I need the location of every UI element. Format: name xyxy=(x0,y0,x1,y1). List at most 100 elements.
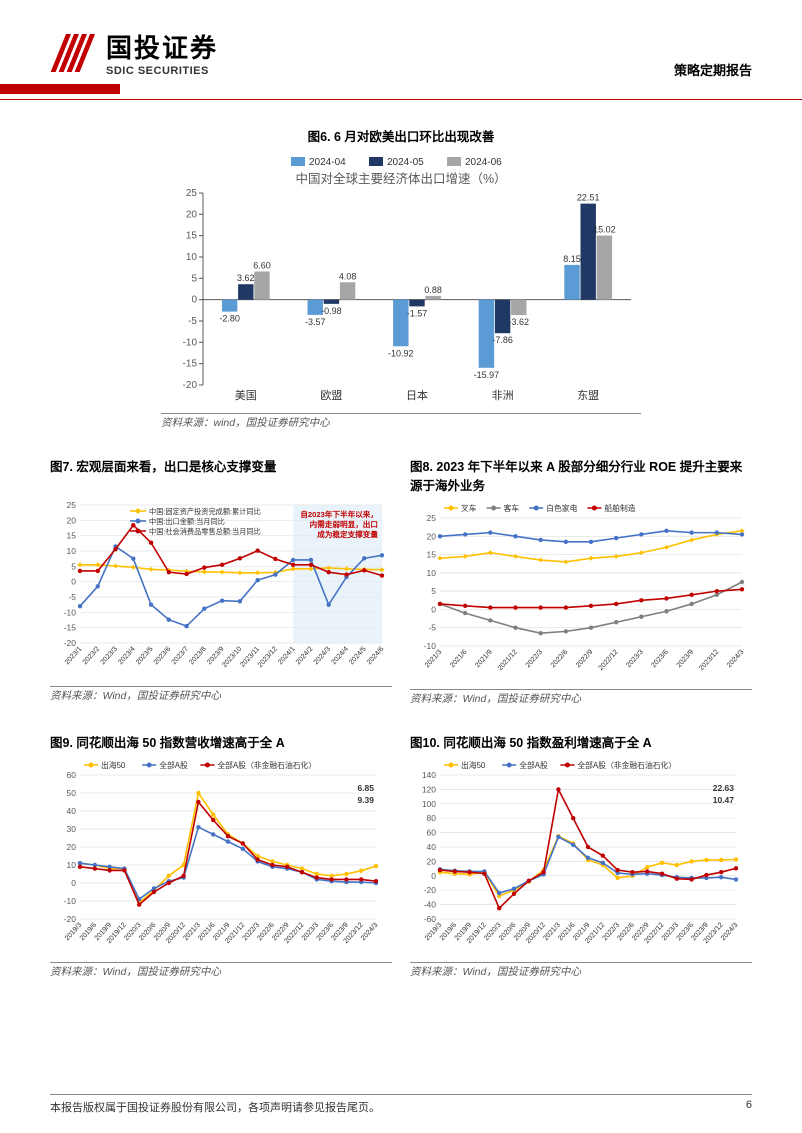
svg-text:美国: 美国 xyxy=(235,389,257,402)
svg-text:6.60: 6.60 xyxy=(253,261,271,271)
svg-text:2021/3: 2021/3 xyxy=(424,649,444,670)
svg-text:15: 15 xyxy=(186,231,198,242)
svg-text:22.63: 22.63 xyxy=(713,783,735,793)
svg-text:-0.98: -0.98 xyxy=(321,306,342,316)
svg-text:2023/7: 2023/7 xyxy=(171,646,191,667)
svg-text:15: 15 xyxy=(427,550,437,560)
svg-text:中国对全球主要经济体出口增速（%）: 中国对全球主要经济体出口增速（%） xyxy=(295,171,506,186)
svg-text:2023/6: 2023/6 xyxy=(650,649,670,670)
svg-text:全部A股: 全部A股 xyxy=(519,760,548,770)
svg-text:2023/3: 2023/3 xyxy=(625,649,645,670)
svg-text:50: 50 xyxy=(67,788,77,798)
svg-text:-15: -15 xyxy=(183,359,198,370)
svg-text:-5: -5 xyxy=(428,623,436,633)
svg-text:-10: -10 xyxy=(183,337,198,348)
svg-text:2024/4: 2024/4 xyxy=(330,646,350,667)
svg-text:叉车: 叉车 xyxy=(461,503,477,513)
svg-text:0: 0 xyxy=(191,295,197,306)
svg-text:出海50: 出海50 xyxy=(461,760,486,770)
svg-text:10: 10 xyxy=(67,546,77,556)
svg-text:5: 5 xyxy=(71,561,76,571)
svg-text:60: 60 xyxy=(427,828,437,838)
svg-text:140: 140 xyxy=(422,770,436,780)
fig6-source: 资料来源：wind，国投证券研究中心 xyxy=(161,413,641,430)
fig9-title: 图9. 同花顺出海 50 指数营收增速高于全 A xyxy=(50,732,392,751)
fig6-chart: 2024-042024-052024-06中国对全球主要经济体出口增速（%）-2… xyxy=(50,151,752,411)
svg-text:船舶制造: 船舶制造 xyxy=(604,503,635,513)
svg-text:2024/3: 2024/3 xyxy=(360,922,380,943)
fig10-source: 资料来源：Wind，国投证券研究中心 xyxy=(410,962,752,979)
content-area: 图6. 6 月对欧美出口环比出现改善 2024-042024-052024-06… xyxy=(0,100,802,979)
svg-text:2022/12: 2022/12 xyxy=(598,649,620,673)
page-footer: 本报告版权属于国投证券股份有限公司，各项声明请参见报告尾页。 6 xyxy=(50,1094,752,1115)
svg-text:白色家电: 白色家电 xyxy=(546,503,577,513)
svg-text:2023/12: 2023/12 xyxy=(698,649,720,673)
svg-text:2023/12: 2023/12 xyxy=(257,646,279,670)
svg-text:全部A股（非金融石油石化）: 全部A股（非金融石油石化） xyxy=(577,760,676,770)
svg-text:8.15: 8.15 xyxy=(563,254,581,264)
svg-text:-20: -20 xyxy=(183,380,198,391)
svg-text:5: 5 xyxy=(431,586,436,596)
svg-text:10.47: 10.47 xyxy=(713,795,735,805)
svg-text:2023/1: 2023/1 xyxy=(64,646,84,667)
svg-text:-40: -40 xyxy=(424,900,437,910)
svg-text:-60: -60 xyxy=(424,914,437,924)
svg-text:120: 120 xyxy=(422,784,436,794)
report-type: 策略定期报告 xyxy=(674,60,752,79)
page-number: 6 xyxy=(746,1099,752,1115)
svg-text:0: 0 xyxy=(431,604,436,614)
svg-text:2024/3: 2024/3 xyxy=(726,649,746,670)
fig8-chart: -10-50510152025叉车客车白色家电船舶制造2021/32021/62… xyxy=(410,500,752,687)
svg-text:2021/9: 2021/9 xyxy=(474,649,494,670)
svg-text:2022/6: 2022/6 xyxy=(550,649,570,670)
svg-text:2024/6: 2024/6 xyxy=(366,646,386,667)
svg-text:出海50: 出海50 xyxy=(101,760,126,770)
svg-text:2021/12: 2021/12 xyxy=(497,649,519,673)
svg-text:全部A股: 全部A股 xyxy=(159,760,188,770)
svg-text:6.85: 6.85 xyxy=(357,783,374,793)
svg-text:中国:固定资产投资完成额:累计同比: 中国:固定资产投资完成额:累计同比 xyxy=(149,507,261,516)
svg-text:5: 5 xyxy=(191,273,197,284)
svg-text:2023/5: 2023/5 xyxy=(135,646,155,667)
logo-icon xyxy=(50,34,98,72)
svg-text:20: 20 xyxy=(427,531,437,541)
svg-text:-3.62: -3.62 xyxy=(509,317,530,327)
svg-text:2024-06: 2024-06 xyxy=(465,157,502,168)
logo-text-en: SDIC SECURITIES xyxy=(106,65,218,77)
fig7-source: 资料来源：Wind，国投证券研究中心 xyxy=(50,686,392,703)
svg-text:2023/6: 2023/6 xyxy=(153,646,173,667)
fig9-source: 资料来源：Wind，国投证券研究中心 xyxy=(50,962,392,979)
svg-text:2023/4: 2023/4 xyxy=(117,646,137,667)
svg-text:2024/1: 2024/1 xyxy=(277,646,297,667)
svg-text:10: 10 xyxy=(67,860,77,870)
svg-text:2024-04: 2024-04 xyxy=(309,157,346,168)
svg-text:-10.92: -10.92 xyxy=(388,348,414,358)
svg-text:10: 10 xyxy=(186,252,198,263)
svg-text:2024/5: 2024/5 xyxy=(348,646,368,667)
fig10-title: 图10. 同花顺出海 50 指数盈利增速高于全 A xyxy=(410,732,752,751)
svg-text:-20: -20 xyxy=(64,914,77,924)
svg-text:20: 20 xyxy=(186,209,198,220)
svg-text:-15.97: -15.97 xyxy=(474,370,500,380)
svg-text:2023/3: 2023/3 xyxy=(99,646,119,667)
svg-text:-10: -10 xyxy=(424,641,437,651)
svg-text:80: 80 xyxy=(427,813,437,823)
svg-text:3.62: 3.62 xyxy=(237,273,255,283)
svg-text:中国:社会消费品零售总额:当月同比: 中国:社会消费品零售总额:当月同比 xyxy=(149,527,261,536)
svg-text:25: 25 xyxy=(186,188,198,199)
svg-text:客车: 客车 xyxy=(504,503,520,513)
svg-text:9.39: 9.39 xyxy=(357,795,374,805)
svg-text:成为稳定支撑变量: 成为稳定支撑变量 xyxy=(317,529,378,539)
svg-text:-5: -5 xyxy=(68,592,76,602)
svg-text:中国:出口金额:当月同比: 中国:出口金额:当月同比 xyxy=(149,517,225,526)
svg-text:内需走弱明显，出口: 内需走弱明显，出口 xyxy=(310,519,378,529)
svg-text:2023/2: 2023/2 xyxy=(82,646,102,667)
svg-text:0.88: 0.88 xyxy=(424,285,442,295)
svg-text:2022/3: 2022/3 xyxy=(525,649,545,670)
svg-text:2024/3: 2024/3 xyxy=(720,922,740,943)
svg-text:20: 20 xyxy=(427,856,437,866)
svg-text:非洲: 非洲 xyxy=(492,389,514,402)
svg-text:100: 100 xyxy=(422,799,436,809)
svg-text:-10: -10 xyxy=(64,896,77,906)
svg-text:-20: -20 xyxy=(64,638,77,648)
